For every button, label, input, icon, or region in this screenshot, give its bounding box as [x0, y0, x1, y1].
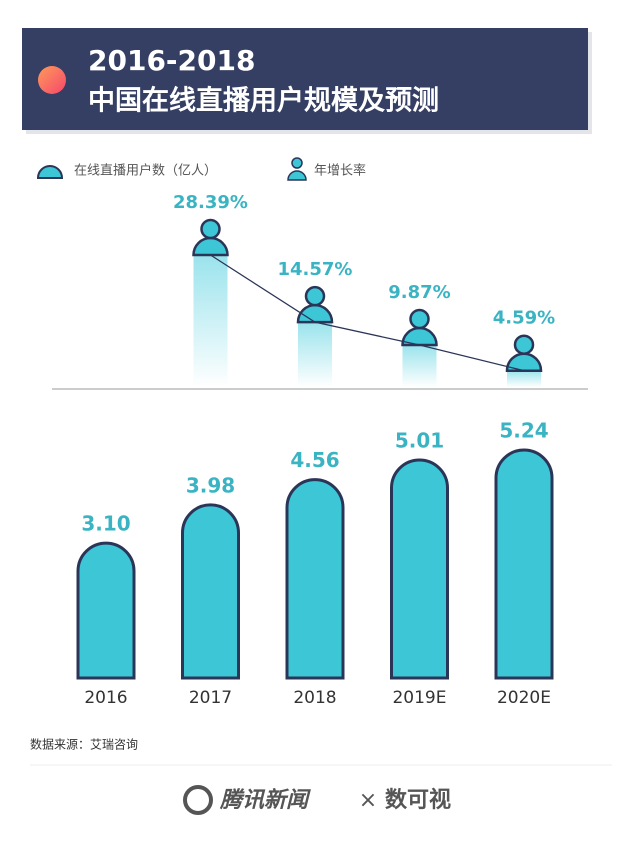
rate-marker-head [409, 308, 430, 330]
x-tick-label: 2020E [497, 688, 551, 708]
rate-marker-head [513, 334, 535, 355]
logo [183, 785, 213, 815]
x-tick-label: 2019E [392, 688, 446, 708]
footer-sep: × [359, 788, 377, 813]
bar [285, 478, 345, 680]
legend-label: 年增长率 [314, 163, 366, 179]
legend-label: 在线直播用户数（亿人） [74, 163, 217, 179]
legend-icon [287, 170, 307, 181]
rate-label: 14.57% [278, 259, 353, 280]
footer-right: 数可视 [385, 787, 451, 813]
bar-label: 4.56 [290, 448, 339, 472]
rate-marker-head [304, 285, 326, 307]
bar [494, 448, 554, 680]
bar-label: 3.10 [81, 512, 130, 536]
chart-subtitle: 中国在线直播用户规模及预测 [88, 85, 439, 117]
banner [22, 28, 588, 130]
x-tick-label: 2017 [189, 688, 232, 708]
rate-line [210, 254, 525, 372]
rate-marker-head [200, 218, 221, 240]
rate-label: 28.39% [173, 192, 248, 213]
chart-title: 2016-2018 [88, 44, 255, 77]
legend-icon [36, 165, 64, 179]
source: 数据来源：艾瑞咨询 [30, 737, 138, 752]
bar-label: 5.24 [499, 419, 548, 443]
rate-glow [507, 370, 541, 387]
bar [181, 503, 240, 680]
bar-label: 3.98 [186, 473, 235, 497]
rate-glow [402, 345, 437, 387]
rate-marker-body [192, 236, 229, 257]
bar-label: 5.01 [395, 429, 444, 453]
legend-icon [291, 157, 303, 169]
rate-label: 9.87% [388, 282, 450, 303]
footer-left: 腾讯新闻 [219, 787, 311, 813]
x-tick-label: 2018 [293, 688, 336, 708]
rate-glow [298, 322, 332, 387]
rate-marker-body [296, 303, 334, 324]
x-tick-label: 2016 [84, 688, 127, 708]
bar [390, 458, 449, 680]
bar [76, 541, 136, 680]
banner-icon [38, 66, 66, 94]
rate-label: 4.59% [493, 308, 555, 329]
rate-glow [193, 255, 228, 387]
